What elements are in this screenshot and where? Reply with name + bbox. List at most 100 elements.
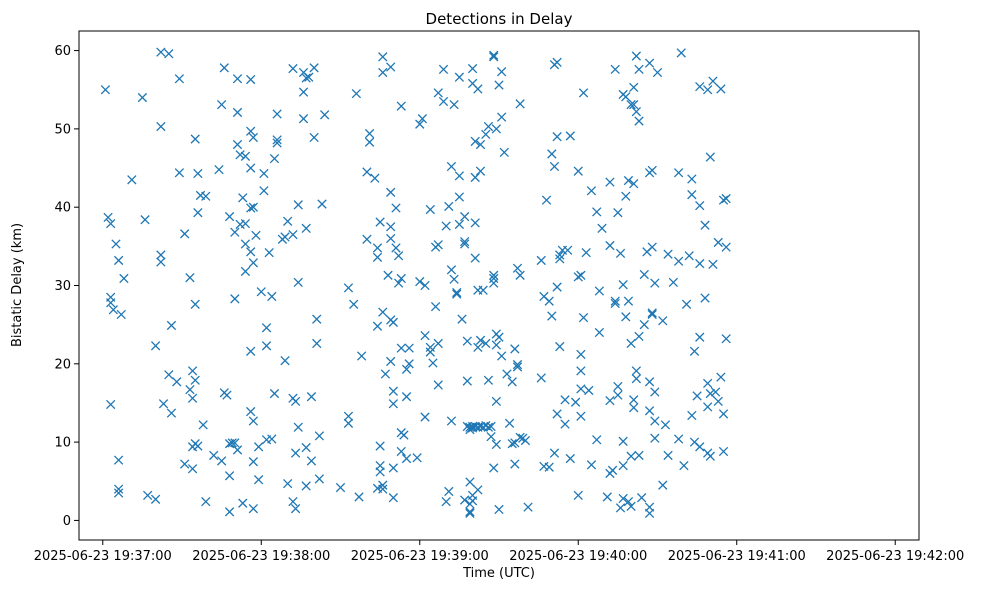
data-point — [216, 456, 227, 466]
data-point — [499, 147, 509, 158]
data-point — [288, 229, 298, 240]
data-point — [230, 294, 240, 304]
data-point — [164, 370, 174, 380]
data-point — [681, 299, 692, 309]
data-point — [399, 430, 409, 440]
data-point — [354, 492, 364, 502]
data-point — [364, 128, 375, 139]
data-point — [578, 88, 589, 98]
data-point — [396, 446, 406, 457]
data-point — [636, 493, 647, 503]
data-point — [201, 191, 211, 201]
data-point — [576, 366, 586, 376]
data-point — [721, 193, 731, 204]
data-point — [626, 99, 636, 110]
data-point — [261, 323, 272, 333]
data-point — [380, 369, 391, 379]
data-point — [438, 96, 449, 107]
data-point — [401, 364, 412, 374]
data-point — [626, 451, 636, 461]
data-point — [552, 282, 562, 292]
data-point — [232, 107, 243, 118]
data-point — [378, 480, 388, 490]
data-point — [470, 172, 480, 183]
data-point — [647, 308, 657, 318]
data-point — [150, 341, 161, 351]
data-point — [378, 52, 388, 62]
x-axis-title: Time (UTC) — [462, 566, 535, 581]
data-point — [489, 278, 499, 288]
data-point — [246, 247, 256, 257]
data-point — [494, 80, 504, 90]
data-point — [639, 319, 649, 330]
data-point — [578, 312, 589, 323]
data-point — [613, 390, 623, 400]
data-point — [486, 421, 496, 432]
data-point — [214, 164, 224, 175]
data-point — [467, 496, 478, 506]
data-point — [504, 418, 515, 428]
data-point — [386, 62, 396, 72]
data-point — [378, 67, 388, 78]
data-point — [248, 416, 258, 426]
data-point — [127, 175, 137, 185]
data-point — [581, 247, 591, 258]
data-point — [246, 163, 256, 173]
data-point — [396, 343, 406, 353]
data-point — [515, 432, 525, 443]
data-point — [404, 343, 414, 353]
data-point — [689, 346, 700, 356]
data-point — [446, 161, 457, 172]
y-tick-label: 0 — [63, 514, 71, 529]
data-point — [460, 495, 470, 505]
data-point — [695, 258, 705, 269]
data-point — [610, 64, 620, 75]
data-point — [489, 52, 499, 62]
data-point — [446, 416, 457, 426]
data-point — [248, 504, 258, 514]
data-point — [230, 438, 240, 448]
data-point — [248, 457, 258, 467]
data-point — [190, 375, 200, 385]
data-point — [631, 374, 642, 384]
data-point — [663, 450, 673, 461]
data-point — [108, 305, 118, 315]
data-point — [375, 467, 385, 477]
data-point — [597, 223, 607, 233]
data-point — [454, 192, 465, 202]
data-point — [478, 285, 488, 295]
data-point — [695, 442, 705, 452]
data-point — [536, 373, 546, 383]
data-point — [705, 152, 715, 162]
data-point — [716, 84, 726, 94]
data-point — [364, 137, 375, 147]
data-point — [615, 503, 626, 513]
data-point — [676, 48, 686, 58]
data-point — [607, 465, 618, 475]
data-point — [460, 239, 470, 249]
data-point — [240, 151, 251, 161]
data-point — [288, 63, 298, 74]
data-point — [475, 166, 486, 176]
data-point — [446, 265, 457, 275]
data-point — [705, 388, 715, 399]
x-tick-label: 2025-06-23 19:40:00 — [509, 549, 647, 564]
data-point — [650, 387, 660, 397]
data-point — [288, 496, 298, 507]
data-point — [259, 168, 269, 179]
data-point — [626, 501, 636, 511]
data-point — [298, 87, 309, 97]
data-point — [563, 245, 573, 255]
data-point — [306, 456, 317, 466]
data-point — [404, 359, 414, 369]
data-point — [576, 411, 586, 421]
x-tick-label: 2025-06-23 19:42:00 — [826, 549, 964, 564]
data-point — [610, 296, 620, 306]
data-point — [386, 222, 396, 232]
data-point — [647, 242, 657, 252]
data-point — [547, 311, 557, 321]
data-point — [449, 99, 459, 110]
data-point — [489, 270, 499, 280]
data-point — [602, 492, 612, 502]
data-point — [644, 406, 655, 416]
